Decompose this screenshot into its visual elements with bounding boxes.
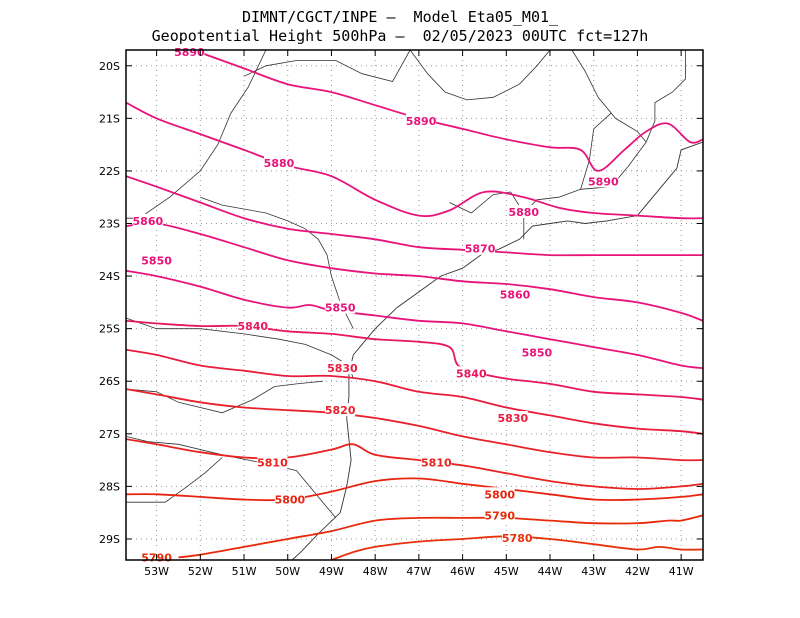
state-boundaries	[126, 50, 686, 519]
contour-label-background	[274, 492, 305, 506]
state-boundary-line	[580, 112, 612, 190]
contour-label-background	[521, 345, 552, 359]
contour-line-5850	[126, 269, 703, 369]
state-boundary-line	[243, 50, 411, 82]
contour-label-background	[325, 403, 356, 417]
contour-label-background	[174, 45, 205, 59]
x-tick-label: 44W	[538, 565, 563, 578]
contour-line-5790	[178, 514, 703, 559]
contour-label-background	[406, 113, 437, 127]
contour-label-background	[497, 411, 528, 425]
x-tick-label: 49W	[319, 565, 344, 578]
x-tick-label: 43W	[581, 565, 606, 578]
x-tick-label: 50W	[275, 565, 300, 578]
contour-label-background	[484, 508, 515, 522]
contour-line-5810	[126, 438, 703, 490]
contour-label-background	[484, 487, 515, 501]
contour-label: 5810	[257, 457, 288, 470]
contour-label: 5860	[133, 215, 164, 228]
x-tick-label: 52W	[188, 565, 213, 578]
state-boundary-line	[126, 436, 337, 519]
x-tick-label: 42W	[625, 565, 650, 578]
contour-label-background	[508, 204, 539, 218]
contour-label: 5820	[325, 404, 356, 417]
contour-label-background	[456, 366, 487, 380]
coastline-line	[291, 141, 703, 560]
contour-label: 5850	[522, 346, 553, 359]
contour-label: 5850	[141, 254, 172, 267]
contour-line-5860	[126, 222, 703, 322]
contour-label: 5800	[275, 494, 306, 507]
y-tick-label: 23S	[99, 218, 120, 231]
contour-label-background	[502, 530, 533, 544]
contour-line-5830	[126, 348, 703, 435]
contour-label: 5790	[484, 509, 515, 522]
contour-label: 5890	[588, 175, 619, 188]
state-boundary-line	[571, 50, 647, 143]
contour-label: 5830	[327, 362, 358, 375]
contour-label: 5870	[465, 243, 496, 256]
contour-line-5880	[126, 101, 703, 220]
grid-lines	[126, 50, 703, 560]
x-tick-label: 51W	[232, 565, 257, 578]
contour-label-background	[327, 361, 358, 375]
contour-label-background	[588, 174, 619, 188]
contour-label-background	[263, 156, 294, 170]
state-boundary-line	[126, 50, 267, 219]
x-tick-label: 41W	[669, 565, 694, 578]
contour-label: 5810	[421, 457, 452, 470]
contour-label: 5880	[508, 206, 539, 219]
contour-label: 5840	[237, 320, 268, 333]
contour-line-5820	[126, 388, 703, 462]
contour-label: 5860	[500, 288, 531, 301]
coastline	[291, 141, 703, 560]
contour-label-background	[325, 300, 356, 314]
contour-label: 5830	[498, 412, 529, 425]
contour-label-background	[141, 253, 172, 267]
x-tick-label: 47W	[406, 565, 431, 578]
x-tick-label: 45W	[494, 565, 519, 578]
contour-label: 5850	[325, 302, 356, 315]
contour-label-background	[465, 241, 496, 255]
contour-label: 5800	[484, 488, 515, 501]
contour-line-5840	[126, 319, 703, 401]
y-tick-label: 26S	[99, 375, 120, 388]
state-boundary-line	[126, 380, 323, 414]
state-boundary-line	[126, 457, 223, 503]
y-tick-label: 20S	[99, 60, 120, 73]
contour-label-background	[421, 455, 452, 469]
state-boundary-line	[449, 191, 525, 214]
y-tick-label: 27S	[99, 428, 120, 441]
plot-frame	[125, 49, 704, 561]
contour-label: 5890	[406, 115, 437, 128]
contour-label-background	[500, 287, 531, 301]
contour-label-background	[257, 455, 288, 469]
contour-line-5890	[199, 51, 703, 172]
y-tick-label: 22S	[99, 165, 120, 178]
contour-label: 5880	[264, 157, 295, 170]
y-tick-label: 29S	[99, 533, 120, 546]
contour-label: 5780	[502, 532, 533, 545]
y-tick-label: 28S	[99, 480, 120, 493]
map-title-line-2: Geopotential Height 500hPa – 02/05/2023 …	[151, 27, 649, 45]
contour-label-background	[237, 319, 268, 333]
state-boundary-line	[200, 196, 354, 329]
state-boundary-line	[409, 50, 551, 101]
y-axis-ticks: 20S 21S 22S 23S 24S 25S 26S 27S 28S 29S	[99, 60, 703, 546]
y-tick-label: 24S	[99, 270, 120, 283]
contour-label-background	[132, 213, 163, 227]
contour-label: 5840	[456, 367, 487, 380]
contour-lines	[126, 51, 703, 560]
map-title-line-1: DIMNT/CGCT/INPE – Model Eta05_M01_	[241, 8, 559, 26]
x-tick-label: 53W	[144, 565, 169, 578]
x-tick-label: 46W	[450, 565, 475, 578]
state-boundary-line	[523, 50, 686, 240]
x-axis-ticks: 53W 52W 51W 50W 49W 48W 47W 46W 45W 44W 43W 42W 41W	[144, 50, 694, 578]
contour-line-5870	[126, 175, 703, 257]
contour-line-5800	[126, 477, 703, 502]
y-tick-label: 25S	[99, 323, 120, 336]
y-tick-label: 21S	[99, 112, 120, 125]
x-tick-label: 48W	[363, 565, 388, 578]
